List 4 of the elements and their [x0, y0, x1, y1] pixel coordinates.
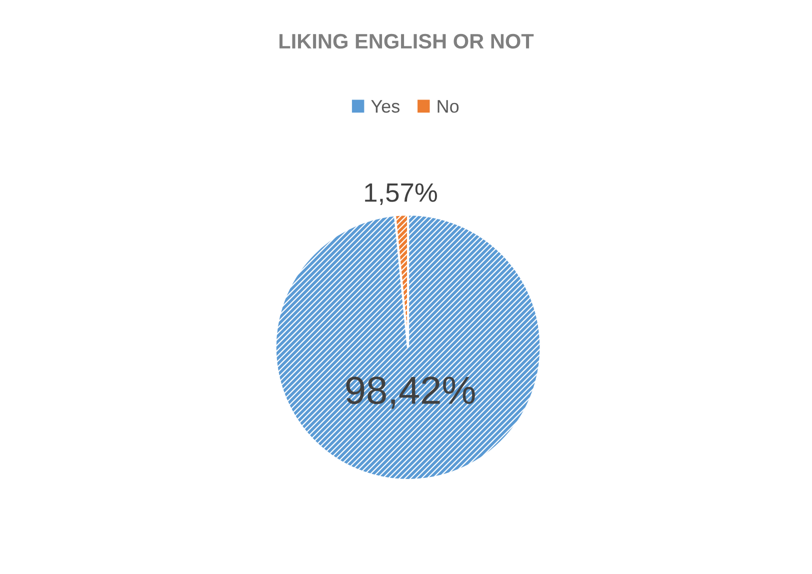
legend-label: No: [438, 100, 459, 113]
data-label: 1,57%: [365, 183, 437, 206]
chart-title: LIKING ENGLISH OR NOT: [280, 34, 534, 49]
legend-label: Yes: [371, 100, 400, 113]
